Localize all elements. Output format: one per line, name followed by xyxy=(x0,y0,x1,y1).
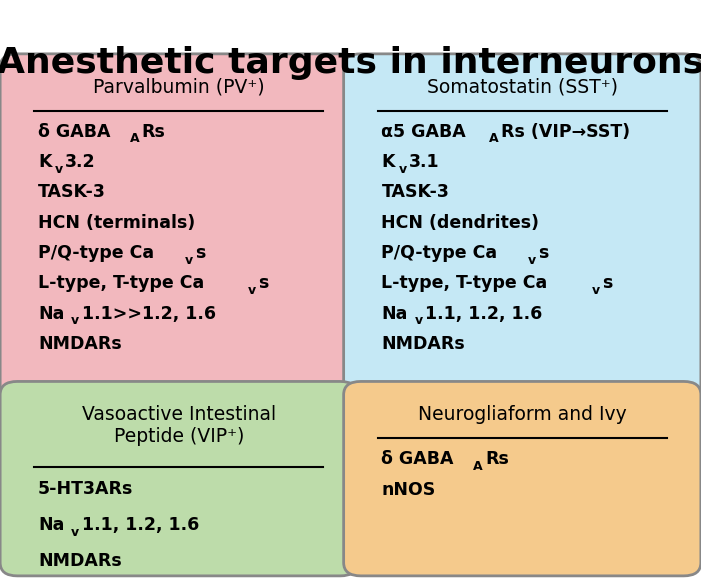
FancyBboxPatch shape xyxy=(343,382,701,576)
Text: δ GABA: δ GABA xyxy=(38,123,111,141)
Text: Rs: Rs xyxy=(485,450,509,468)
Text: v: v xyxy=(398,163,407,175)
Text: L-type, T-type Ca: L-type, T-type Ca xyxy=(38,274,204,292)
Text: v: v xyxy=(248,284,257,297)
Text: NMDARs: NMDARs xyxy=(381,335,465,353)
Text: TASK-3: TASK-3 xyxy=(381,184,449,201)
Text: s: s xyxy=(195,244,205,262)
Text: v: v xyxy=(185,254,193,266)
Text: Neurogliaform and Ivy: Neurogliaform and Ivy xyxy=(418,405,627,424)
Text: v: v xyxy=(529,254,536,266)
Text: v: v xyxy=(72,314,79,327)
Text: A: A xyxy=(130,132,139,145)
Text: K: K xyxy=(38,153,51,171)
Text: 3.2: 3.2 xyxy=(65,153,96,171)
Text: v: v xyxy=(592,284,600,297)
Text: 3.1: 3.1 xyxy=(409,153,440,171)
Text: Anesthetic targets in interneurons: Anesthetic targets in interneurons xyxy=(0,46,701,80)
Text: 1.1, 1.2, 1.6: 1.1, 1.2, 1.6 xyxy=(81,516,199,534)
Text: s: s xyxy=(538,244,549,262)
Text: 5-HT3ARs: 5-HT3ARs xyxy=(38,480,133,498)
Text: L-type, T-type Ca: L-type, T-type Ca xyxy=(381,274,547,292)
FancyBboxPatch shape xyxy=(0,54,358,397)
Text: 1.1, 1.2, 1.6: 1.1, 1.2, 1.6 xyxy=(425,305,543,323)
Text: Vasoactive Intestinal
Peptide (VIP⁺): Vasoactive Intestinal Peptide (VIP⁺) xyxy=(82,405,275,446)
Text: Na: Na xyxy=(38,516,64,534)
Text: P/Q-type Ca: P/Q-type Ca xyxy=(381,244,498,262)
Text: nNOS: nNOS xyxy=(381,481,435,499)
Text: s: s xyxy=(602,274,612,292)
Text: s: s xyxy=(259,274,268,292)
Text: 1.1>>1.2, 1.6: 1.1>>1.2, 1.6 xyxy=(81,305,215,323)
Text: A: A xyxy=(473,460,483,472)
Text: A: A xyxy=(489,132,498,145)
Text: TASK-3: TASK-3 xyxy=(38,184,106,201)
Text: α5 GABA: α5 GABA xyxy=(381,123,466,141)
Text: Somatostatin (SST⁺): Somatostatin (SST⁺) xyxy=(427,78,618,97)
FancyBboxPatch shape xyxy=(0,382,358,576)
Text: HCN (terminals): HCN (terminals) xyxy=(38,214,195,232)
Text: NMDARs: NMDARs xyxy=(38,552,122,570)
Text: Rs: Rs xyxy=(142,123,165,141)
Text: Na: Na xyxy=(381,305,408,323)
Text: Parvalbumin (PV⁺): Parvalbumin (PV⁺) xyxy=(93,78,264,97)
Text: Rs (VIP→SST): Rs (VIP→SST) xyxy=(501,123,630,141)
Text: Na: Na xyxy=(38,305,64,323)
Text: P/Q-type Ca: P/Q-type Ca xyxy=(38,244,154,262)
Text: v: v xyxy=(415,314,423,327)
Text: HCN (dendrites): HCN (dendrites) xyxy=(381,214,539,232)
Text: v: v xyxy=(72,526,79,539)
Text: NMDARs: NMDARs xyxy=(38,335,122,353)
FancyBboxPatch shape xyxy=(343,54,701,397)
Text: v: v xyxy=(55,163,63,175)
Text: δ GABA: δ GABA xyxy=(381,450,454,468)
Text: K: K xyxy=(381,153,395,171)
